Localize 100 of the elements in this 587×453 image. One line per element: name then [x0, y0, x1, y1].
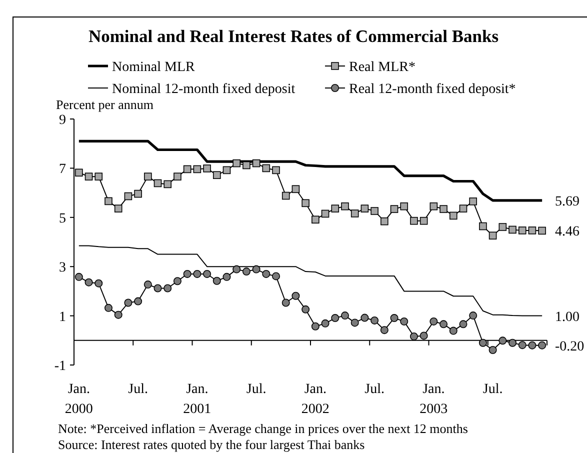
point [430, 202, 438, 210]
point [262, 164, 270, 172]
point [193, 165, 202, 174]
point [420, 216, 428, 225]
point [193, 270, 202, 278]
y-tick-label: 3 [59, 260, 66, 276]
point [164, 284, 172, 292]
point [282, 298, 290, 307]
point [488, 232, 497, 240]
point [370, 316, 379, 324]
point [144, 280, 152, 289]
point [164, 180, 172, 188]
point [252, 159, 260, 168]
point [508, 226, 516, 234]
point [212, 276, 221, 285]
point [242, 161, 250, 170]
point [321, 319, 330, 328]
point [410, 216, 418, 225]
point [498, 336, 507, 345]
point [498, 223, 507, 231]
point [360, 314, 369, 322]
point [311, 322, 320, 330]
point [331, 314, 340, 322]
point [242, 268, 250, 276]
point [380, 217, 388, 226]
point [212, 171, 221, 179]
text: Note: *Perceived inflation = Average change in prices over the next 12 months [58, 421, 468, 436]
point [262, 270, 270, 278]
point [380, 326, 388, 334]
point [440, 320, 448, 328]
line-series [78, 245, 543, 316]
point [94, 279, 103, 288]
point [469, 198, 477, 206]
point [440, 205, 448, 213]
point [282, 192, 290, 200]
legend-label: Real 12-month fixed deposit* [349, 82, 516, 97]
point [400, 317, 408, 326]
x-tick-label: Jul. [128, 382, 148, 397]
point [124, 298, 132, 307]
point [312, 216, 320, 224]
point [183, 270, 192, 278]
data-label: 5.69 [555, 194, 580, 210]
point [84, 278, 93, 286]
point [203, 270, 212, 278]
point [518, 226, 526, 234]
point [292, 185, 300, 194]
point [449, 212, 458, 220]
legend-label: Nominal MLR [112, 60, 196, 75]
x-tick-label: Jan. 2003 [420, 382, 448, 417]
point [144, 172, 152, 180]
point [508, 338, 517, 347]
point [154, 284, 162, 292]
data-label: -0.20 [555, 339, 584, 354]
point [302, 199, 310, 208]
point [114, 310, 122, 319]
point [84, 172, 93, 180]
point [104, 197, 112, 206]
point [350, 318, 359, 327]
y-tick-label: -1 [54, 359, 66, 374]
point [478, 338, 487, 347]
point [331, 204, 340, 212]
point [538, 226, 546, 235]
point [114, 204, 122, 212]
point [528, 226, 536, 234]
point [222, 272, 231, 281]
point [104, 304, 112, 312]
x-tick-label: Jan. 2000 [64, 382, 93, 417]
point [75, 168, 83, 177]
point [173, 277, 182, 286]
point [124, 192, 132, 200]
point [459, 204, 468, 212]
point [469, 312, 478, 320]
point [420, 332, 428, 340]
point [341, 202, 349, 210]
x-tick-label: Jul. [482, 382, 503, 397]
x-tick-label: Jul. [246, 382, 266, 397]
point [74, 272, 83, 281]
point [134, 297, 142, 306]
point [479, 222, 487, 230]
point [449, 326, 458, 335]
data-label: 1.00 [555, 310, 580, 325]
point [94, 172, 103, 180]
point [272, 166, 280, 174]
y-tick-label: 7 [59, 162, 66, 178]
x-tick-label: Jan. 2002 [301, 382, 330, 417]
point [321, 210, 330, 218]
point [222, 166, 231, 174]
point [370, 207, 378, 215]
legend-label: Nominal 12-month fixed deposit [112, 82, 296, 97]
y-tick-label: 9 [59, 113, 66, 128]
chart-title: Nominal and Real Interest Rates of Commercial Banks [88, 26, 499, 46]
point [430, 317, 438, 326]
source-note: Source: Interest rates quoted by the four largest Thai banks [58, 437, 365, 452]
x-tick-label: Jul. [364, 382, 384, 397]
point [183, 165, 192, 174]
x-tick-label: Jan. 2001 [183, 382, 212, 417]
point [252, 265, 260, 274]
point [390, 205, 398, 213]
y-tick-label: 1 [59, 310, 66, 325]
point [272, 272, 280, 280]
